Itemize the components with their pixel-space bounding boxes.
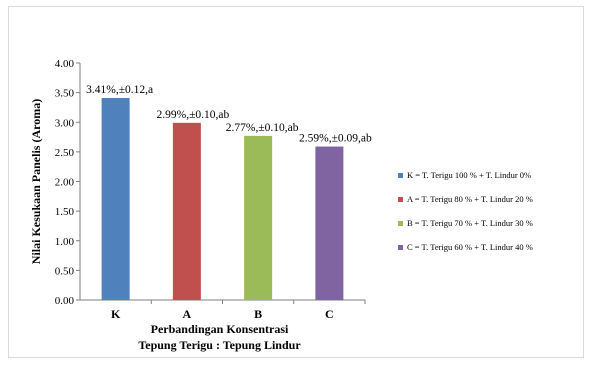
legend: K = T. Terigu 100 % + T. Lindur 0% A = T.… (398, 170, 588, 266)
bar-k (101, 97, 130, 301)
legend-label: C = T. Terigu 60 % + T. Lindur 40 % (407, 242, 533, 253)
y-tick-label: 1.00 (55, 236, 75, 248)
legend-item: B = T. Terigu 70 % + T. Lindur 30 % (398, 218, 588, 229)
data-label: 2.99%,±0.10,ab (157, 109, 230, 121)
y-axis-title: Nilai Kesukaan Panelis (Aroma) (29, 99, 43, 264)
y-tick-label: 1.50 (55, 206, 75, 218)
y-tick-label: 0.50 (55, 265, 75, 277)
x-tick-label: B (254, 307, 262, 321)
data-label: 3.41%,±0.12,a (86, 84, 153, 96)
y-tick-label: 4.00 (55, 58, 75, 70)
legend-label: A = T. Terigu 80 % + T. Lindur 20 % (407, 194, 533, 205)
legend-item: K = T. Terigu 100 % + T. Lindur 0% (398, 170, 588, 181)
legend-item: A = T. Terigu 80 % + T. Lindur 20 % (398, 194, 588, 205)
legend-swatch (398, 173, 403, 178)
legend-swatch (398, 221, 403, 226)
bar-a (172, 122, 201, 300)
data-label: 2.77%,±0.10,ab (226, 122, 299, 134)
x-axis-title-line: Perbandingan Konsentrasi (151, 322, 289, 336)
legend-swatch (398, 197, 403, 202)
y-tick-label: 0.00 (55, 295, 75, 307)
y-tick-label: 3.00 (55, 117, 75, 129)
x-tick-label: C (325, 307, 334, 321)
bar-b (244, 135, 273, 300)
data-label: 2.59%,±0.09,ab (299, 133, 372, 145)
x-axis-title-line: Tepung Terigu : Tepung Lindur (138, 338, 301, 352)
x-tick-label: A (183, 307, 192, 321)
legend-label: B = T. Terigu 70 % + T. Lindur 30 % (407, 218, 533, 229)
legend-item: C = T. Terigu 60 % + T. Lindur 40 % (398, 242, 588, 253)
bar-c (315, 146, 344, 300)
legend-swatch (398, 245, 403, 250)
y-tick-label: 2.50 (55, 147, 75, 159)
legend-label: K = T. Terigu 100 % + T. Lindur 0% (407, 170, 532, 181)
y-tick-label: 3.50 (55, 88, 75, 100)
x-tick-label: K (111, 307, 121, 321)
y-tick-label: 2.00 (55, 177, 75, 189)
